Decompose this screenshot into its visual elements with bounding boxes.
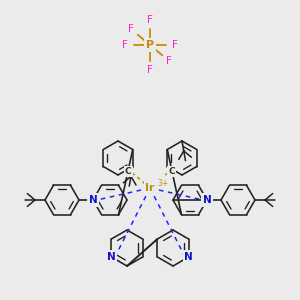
Text: F: F [128, 24, 134, 34]
Text: Ir: Ir [145, 183, 155, 193]
Text: C: C [125, 167, 131, 176]
Text: N: N [202, 195, 211, 205]
Text: 3+: 3+ [158, 178, 169, 188]
Text: F: F [147, 15, 153, 25]
Text: N: N [184, 252, 193, 262]
Text: N: N [88, 195, 98, 205]
Text: F: F [172, 40, 178, 50]
Text: F: F [166, 56, 172, 66]
Text: C: C [169, 167, 175, 176]
Text: F: F [122, 40, 128, 50]
Text: P: P [146, 40, 154, 50]
Text: N: N [107, 252, 116, 262]
Text: F: F [147, 65, 153, 75]
